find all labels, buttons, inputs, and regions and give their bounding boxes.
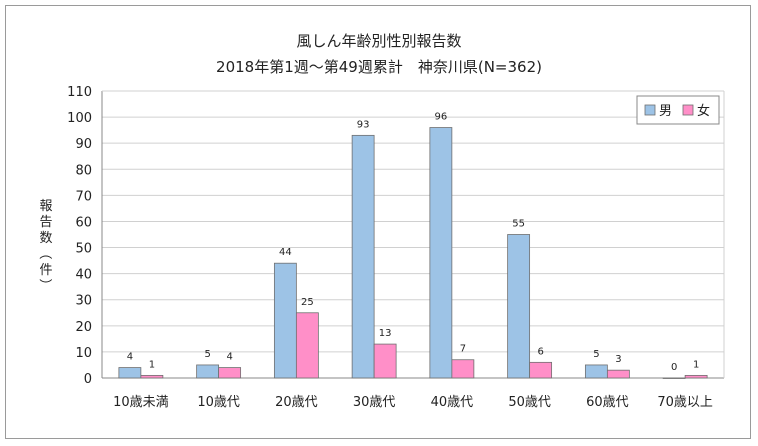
bar-female bbox=[684, 374, 708, 379]
bar-male bbox=[507, 234, 531, 379]
category-label: 40歳代 bbox=[431, 395, 474, 410]
category-label: 30歳代 bbox=[353, 395, 396, 410]
bar-female bbox=[373, 343, 397, 379]
data-label: 25 bbox=[301, 297, 314, 308]
data-label: 55 bbox=[512, 219, 525, 230]
y-axis-ticks: 0 10 20 30 40 50 60 70 80 90 100 110 bbox=[67, 85, 92, 387]
y-tick-label: 40 bbox=[75, 268, 92, 283]
y-tick-label: 110 bbox=[67, 85, 92, 100]
data-label: 0 bbox=[671, 362, 677, 373]
bar-male bbox=[273, 262, 297, 379]
legend: 男女 bbox=[636, 95, 720, 125]
category-label: 50歳代 bbox=[508, 395, 551, 410]
y-axis-label-char: 報 bbox=[39, 199, 52, 214]
category-label: 70歳以上 bbox=[657, 395, 713, 410]
bar-female bbox=[218, 367, 242, 379]
data-label: 5 bbox=[204, 349, 210, 360]
y-tick-label: 90 bbox=[75, 137, 92, 152]
bar-female bbox=[606, 369, 630, 379]
y-axis-label: 報告数（ 件） bbox=[37, 199, 53, 292]
category-label: 10歳未満 bbox=[113, 395, 169, 410]
data-label: 5 bbox=[593, 349, 599, 360]
y-axis-label-char: 件 bbox=[39, 263, 52, 278]
y-tick-label: 100 bbox=[67, 111, 92, 126]
data-label: 1 bbox=[149, 359, 155, 370]
data-label: 4 bbox=[226, 352, 232, 363]
y-tick-label: 80 bbox=[75, 163, 92, 178]
data-label: 1 bbox=[693, 359, 699, 370]
bar-female bbox=[451, 359, 475, 379]
y-tick-label: 60 bbox=[75, 215, 92, 230]
y-tick-label: 50 bbox=[75, 242, 92, 257]
gridlines bbox=[101, 90, 725, 379]
y-tick-label: 20 bbox=[75, 320, 92, 335]
bar-male bbox=[584, 364, 608, 379]
chart-title: 風しん年齢別性別報告数 bbox=[296, 32, 461, 50]
bar-female bbox=[140, 374, 164, 379]
y-tick-label: 0 bbox=[84, 372, 92, 387]
legend-box bbox=[636, 95, 720, 125]
data-label: 3 bbox=[615, 354, 621, 365]
data-label: 6 bbox=[537, 346, 543, 357]
data-label: 44 bbox=[279, 247, 292, 258]
data-label: 13 bbox=[379, 328, 392, 339]
legend-label-male: 男 bbox=[659, 104, 672, 119]
bar-female bbox=[529, 361, 553, 379]
category-label: 10歳代 bbox=[197, 395, 240, 410]
bar-male bbox=[118, 367, 142, 379]
y-tick-label: 30 bbox=[75, 294, 92, 309]
bar-male bbox=[196, 364, 220, 379]
data-label: 96 bbox=[435, 112, 448, 123]
bar-male bbox=[662, 377, 686, 379]
category-label: 20歳代 bbox=[275, 395, 318, 410]
legend-swatch-male bbox=[644, 104, 656, 116]
data-label: 93 bbox=[357, 119, 370, 130]
bar-female bbox=[295, 312, 319, 379]
bar-male bbox=[351, 134, 375, 379]
y-axis-label-char: （ bbox=[37, 246, 52, 259]
chart-subtitle: 2018年第1週〜第49週累計 神奈川県(N=362) bbox=[216, 58, 542, 76]
legend-swatch-female bbox=[682, 104, 694, 116]
data-label: 4 bbox=[127, 352, 133, 363]
x-axis-categories: 10歳未満 10歳代 20歳代 30歳代 40歳代 50歳代 60歳代 70歳以上 bbox=[113, 395, 713, 410]
y-tick-label: 10 bbox=[75, 346, 92, 361]
data-label: 7 bbox=[460, 344, 466, 355]
y-axis-label-char: ） bbox=[37, 278, 52, 291]
y-axis-label-char: 数 bbox=[39, 231, 52, 246]
y-axis-label-char: 告 bbox=[39, 215, 52, 230]
category-label: 60歳代 bbox=[586, 395, 629, 410]
legend-label-female: 女 bbox=[697, 103, 710, 119]
bars bbox=[118, 127, 708, 379]
y-tick-label: 70 bbox=[75, 189, 92, 204]
bar-male bbox=[429, 127, 453, 379]
